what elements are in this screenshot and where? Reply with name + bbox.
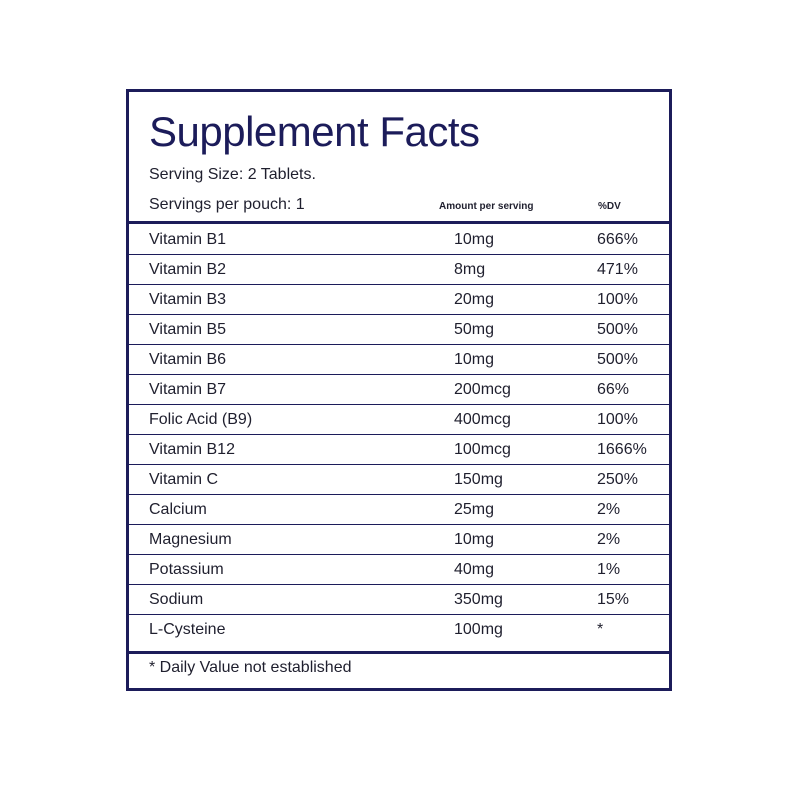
amount: 350mg (454, 591, 503, 608)
daily-value: 15% (597, 591, 630, 608)
daily-value: 1% (597, 561, 621, 578)
daily-value: 100% (597, 411, 638, 428)
daily-value: 2% (597, 501, 621, 518)
table-row: Potassium 40mg 1% (129, 555, 669, 585)
amount: 400mcg (454, 411, 511, 428)
amount: 200mcg (454, 381, 511, 398)
nutrient-name: Vitamin C (149, 471, 219, 488)
table-row: Vitamin B3 20mg 100% (129, 285, 669, 315)
amount: 20mg (454, 291, 495, 308)
daily-value: 100% (597, 291, 638, 308)
divider (129, 651, 669, 654)
table-row: Vitamin C 150mg 250% (129, 465, 669, 495)
daily-value: 1666% (597, 441, 647, 458)
nutrient-name: Folic Acid (B9) (149, 411, 253, 428)
table-row: Vitamin B1 10mg 666% (129, 225, 669, 255)
nutrient-name: Vitamin B7 (149, 381, 227, 398)
nutrient-name: Vitamin B1 (149, 231, 227, 248)
nutrient-name: Vitamin B3 (149, 291, 227, 308)
nutrient-name: Vitamin B12 (149, 441, 235, 458)
supplement-facts-panel: Supplement Facts Serving Size: 2 Tablets… (126, 89, 672, 691)
nutrient-name: Potassium (149, 561, 224, 578)
nutrient-name: Sodium (149, 591, 204, 608)
servings-per-pouch: Servings per pouch: 1 (149, 196, 305, 213)
nutrient-name: Vitamin B5 (149, 321, 227, 338)
amount: 100mcg (454, 441, 511, 458)
divider (129, 221, 669, 224)
table-row: Sodium 350mg 15% (129, 585, 669, 615)
nutrient-name: Magnesium (149, 531, 232, 548)
nutrient-name: L-Cysteine (149, 621, 226, 638)
amount: 10mg (454, 231, 495, 248)
amount: 150mg (454, 471, 503, 488)
amount: 40mg (454, 561, 495, 578)
table-row: Vitamin B5 50mg 500% (129, 315, 669, 345)
daily-value: * (597, 621, 604, 638)
column-header: %DV (598, 201, 621, 212)
daily-value: 471% (597, 261, 638, 278)
table-row: Magnesium 10mg 2% (129, 525, 669, 555)
table-row: Folic Acid (B9) 400mcg 100% (129, 405, 669, 435)
nutrient-table: Vitamin B1 10mg 666% Vitamin B2 8mg 471% Vitam… (129, 225, 669, 644)
table-row: L-Cysteine 100mg * (129, 615, 669, 644)
daily-value: 250% (597, 471, 638, 488)
nutrient-name: Vitamin B6 (149, 351, 227, 368)
amount: 50mg (454, 321, 495, 338)
daily-value: 666% (597, 231, 638, 248)
amount: 25mg (454, 501, 495, 518)
amount: 8mg (454, 261, 486, 278)
table-row: Calcium 25mg 2% (129, 495, 669, 525)
serving-size: Serving Size: 2 Tablets. (149, 166, 316, 183)
table-row: Vitamin B6 10mg 500% (129, 345, 669, 375)
daily-value: 66% (597, 381, 630, 398)
daily-value: 500% (597, 321, 638, 338)
amount: 100mg (454, 621, 503, 638)
daily-value: 500% (597, 351, 638, 368)
table-row: Vitamin B2 8mg 471% (129, 255, 669, 285)
amount: 10mg (454, 531, 495, 548)
footnote: * Daily Value not established (149, 659, 352, 676)
table-row: Vitamin B12 100mcg 1666% (129, 435, 669, 465)
amount: 10mg (454, 351, 495, 368)
nutrient-name: Calcium (149, 501, 207, 518)
nutrient-name: Vitamin B2 (149, 261, 227, 278)
daily-value: 2% (597, 531, 621, 548)
table-row: Vitamin B7 200mcg 66% (129, 375, 669, 405)
column-header: Amount per serving (439, 201, 534, 212)
title: Supplement Facts (149, 108, 480, 155)
